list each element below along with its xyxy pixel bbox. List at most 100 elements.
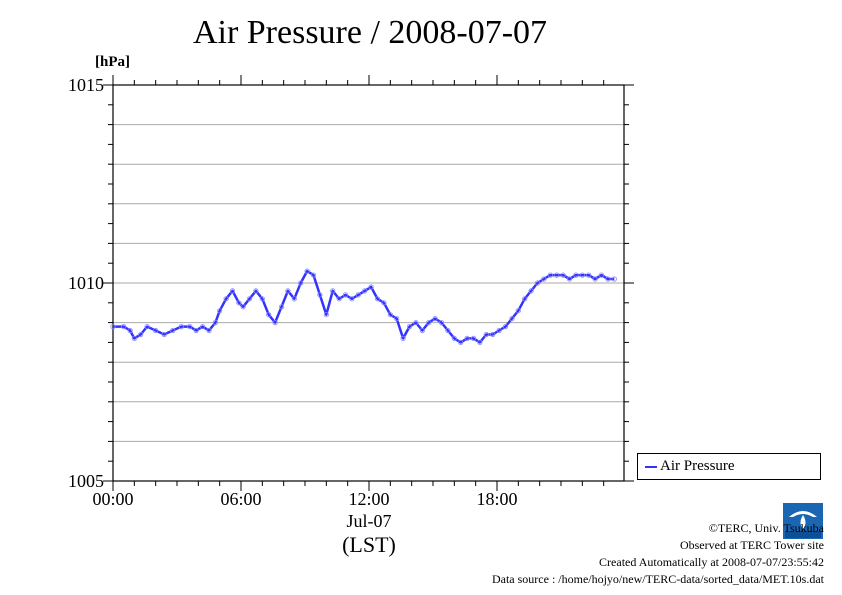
legend-swatch bbox=[645, 466, 657, 468]
data-point bbox=[432, 315, 438, 322]
data-point bbox=[336, 296, 342, 302]
data-point bbox=[573, 272, 579, 278]
data-point bbox=[200, 323, 206, 330]
terc-logo-icon bbox=[783, 503, 823, 539]
data-point bbox=[464, 335, 470, 341]
data-point bbox=[515, 308, 521, 314]
y-axis-unit: [hPa] bbox=[95, 54, 130, 70]
x-tick-label-1200: 12:00 bbox=[348, 489, 390, 509]
data-point bbox=[381, 300, 387, 306]
data-point bbox=[586, 272, 592, 278]
data-point bbox=[374, 296, 381, 302]
x-tick-label-0600: 06:00 bbox=[220, 489, 262, 509]
legend-label-air-pressure: Air Pressure bbox=[660, 458, 735, 474]
data-point bbox=[400, 335, 406, 341]
data-point bbox=[502, 323, 509, 330]
data-point bbox=[266, 312, 272, 318]
data-point bbox=[368, 284, 374, 290]
data-point bbox=[438, 319, 445, 326]
data-point bbox=[362, 288, 368, 294]
data-point bbox=[193, 327, 199, 334]
data-point bbox=[394, 315, 400, 322]
data-point bbox=[611, 276, 617, 282]
data-point bbox=[528, 288, 534, 294]
data-point bbox=[560, 272, 566, 278]
data-point bbox=[349, 296, 355, 302]
data-point bbox=[223, 296, 229, 302]
credit-observed: Observed at TERC Tower site bbox=[679, 538, 824, 552]
data-point bbox=[592, 276, 598, 282]
data-point bbox=[317, 292, 323, 298]
gridlines bbox=[113, 124, 624, 442]
data-point bbox=[170, 327, 176, 334]
credit-created: Created Automatically at 2008-07-07/23:5… bbox=[599, 555, 824, 569]
data-point bbox=[144, 323, 150, 330]
data-point bbox=[426, 319, 432, 326]
credit-copyright: ©TERC, Univ. Tsukuba bbox=[708, 521, 824, 535]
data-point bbox=[477, 339, 483, 345]
x-tick-label-0000: 00:00 bbox=[92, 489, 134, 509]
data-point bbox=[110, 323, 116, 330]
data-point bbox=[445, 327, 451, 334]
y-tick-label-1005: 1005 bbox=[68, 471, 104, 491]
data-point bbox=[138, 331, 144, 338]
data-point bbox=[246, 296, 253, 302]
series-layer bbox=[110, 268, 617, 345]
data-point bbox=[566, 276, 573, 282]
data-point bbox=[496, 327, 502, 334]
data-point bbox=[470, 335, 477, 341]
data-point bbox=[310, 272, 317, 278]
data-point bbox=[522, 296, 528, 302]
data-point bbox=[253, 288, 259, 294]
data-point bbox=[509, 315, 515, 322]
y-tick-label-1015: 1015 bbox=[68, 75, 104, 95]
data-point bbox=[579, 272, 585, 278]
data-point bbox=[534, 280, 541, 286]
data-point bbox=[153, 327, 159, 334]
data-point bbox=[298, 280, 304, 286]
data-point bbox=[605, 276, 611, 282]
data-point bbox=[229, 288, 236, 294]
data-point bbox=[161, 331, 167, 338]
data-point bbox=[178, 323, 184, 330]
data-point bbox=[598, 272, 605, 278]
data-point bbox=[217, 308, 223, 314]
data-point bbox=[240, 304, 246, 310]
data-point bbox=[458, 339, 464, 345]
data-point bbox=[406, 323, 413, 330]
data-point bbox=[131, 335, 137, 341]
data-point bbox=[355, 292, 361, 298]
data-point bbox=[323, 312, 329, 318]
data-point bbox=[413, 319, 419, 326]
credit-datasource: Data source : /home/hojyo/new/TERC-data/… bbox=[491, 572, 824, 586]
data-point bbox=[272, 319, 278, 326]
data-point bbox=[212, 319, 218, 326]
data-point bbox=[121, 323, 127, 330]
data-point bbox=[291, 296, 297, 302]
data-point bbox=[236, 300, 242, 306]
data-point bbox=[547, 272, 553, 278]
data-point bbox=[187, 323, 193, 330]
data-point bbox=[490, 331, 496, 338]
data-point bbox=[304, 268, 310, 274]
data-point bbox=[127, 327, 133, 334]
data-point bbox=[387, 312, 393, 318]
data-point bbox=[259, 296, 265, 302]
x-axis-label: (LST) bbox=[342, 532, 396, 557]
axis-ticks bbox=[103, 75, 634, 491]
data-point bbox=[330, 288, 336, 294]
data-point bbox=[451, 335, 457, 341]
y-tick-label-1010: 1010 bbox=[68, 273, 104, 293]
data-point bbox=[554, 272, 560, 278]
x-tick-label-1800: 18:00 bbox=[476, 489, 518, 509]
x-date-label: Jul-07 bbox=[346, 511, 392, 531]
chart-title: Air Pressure / 2008-07-07 bbox=[192, 14, 548, 51]
data-point bbox=[206, 327, 212, 334]
data-point bbox=[278, 304, 285, 310]
data-point bbox=[285, 288, 291, 294]
data-point bbox=[419, 327, 425, 334]
legend: Air Pressure bbox=[637, 453, 821, 480]
series-line-air-pressure bbox=[113, 269, 615, 344]
data-point bbox=[342, 292, 349, 298]
